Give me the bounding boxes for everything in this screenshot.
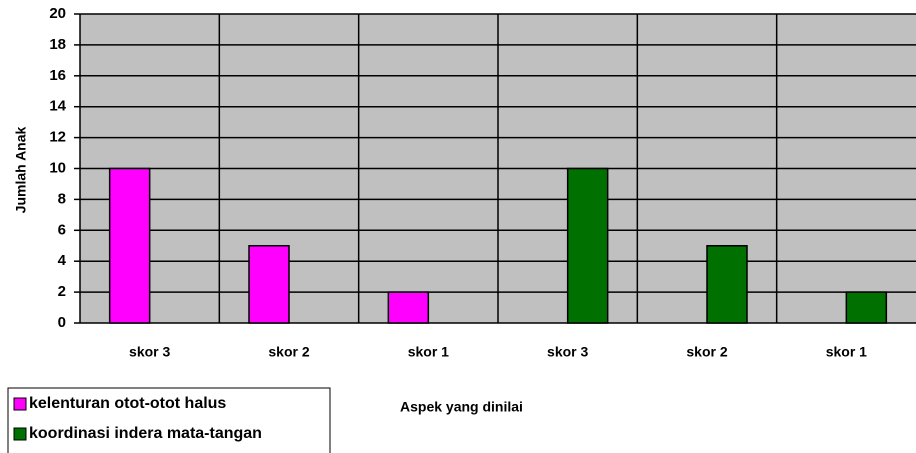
- y-tick-label: 12: [49, 129, 66, 146]
- bar: [108, 167, 151, 324]
- legend: [7, 387, 331, 453]
- y-tick-label: 20: [49, 5, 66, 22]
- legend-swatch: [13, 397, 27, 411]
- bar: [845, 291, 888, 324]
- bar: [566, 167, 609, 324]
- y-tick-label: 6: [58, 221, 66, 238]
- y-tick-label: 18: [49, 36, 66, 53]
- y-tick-label: 4: [58, 252, 67, 269]
- y-tick-label: 14: [49, 98, 66, 115]
- bar: [706, 245, 748, 324]
- x-tick-label: skor 1: [408, 344, 449, 360]
- legend-label: kelenturan otot-otot halus: [29, 395, 226, 412]
- x-tick-label: skor 1: [826, 344, 867, 360]
- y-tick-label: 0: [58, 314, 66, 331]
- y-tick-label: 10: [49, 159, 66, 176]
- x-tick-label: skor 2: [686, 344, 727, 360]
- y-tick-label: 8: [58, 190, 66, 207]
- x-tick-label: skor 3: [129, 344, 170, 360]
- x-tick-label: skor 3: [547, 344, 588, 360]
- legend-swatch: [13, 427, 27, 441]
- x-tick-label: skor 2: [268, 344, 309, 360]
- bar: [387, 291, 430, 324]
- y-tick-label: 2: [58, 283, 66, 300]
- bar: [248, 245, 290, 324]
- legend-label: koordinasi indera mata-tangan: [29, 425, 262, 442]
- y-axis-title: Jumlah Anak: [13, 126, 29, 213]
- y-tick-label: 16: [49, 67, 66, 84]
- x-axis-title: Aspek yang dinilai: [400, 399, 523, 415]
